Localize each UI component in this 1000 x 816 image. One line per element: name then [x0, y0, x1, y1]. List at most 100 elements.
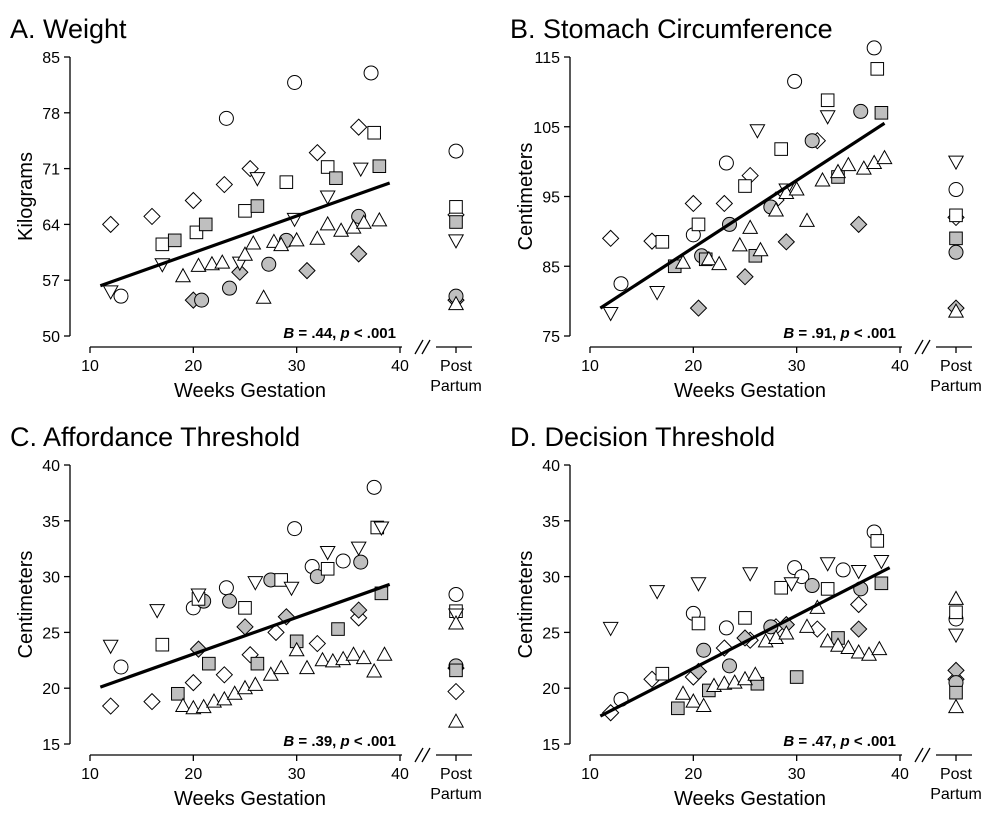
data-point-triangle-down: [649, 286, 666, 301]
data-point-triangle-up: [333, 222, 350, 237]
data-point-diamond: [601, 229, 620, 248]
data-point-diamond: [715, 194, 734, 213]
axis-break-mark: [421, 339, 431, 355]
x-tick-label: 20: [684, 358, 702, 375]
data-point-triangle-up: [798, 618, 816, 633]
x-tick-label: 20: [184, 766, 202, 783]
data-point-square: [820, 93, 835, 108]
x-tick-label: 10: [81, 766, 99, 783]
x-tick-label: 40: [391, 358, 409, 375]
data-point-circle: [866, 40, 882, 56]
data-point-square: [372, 159, 387, 174]
data-point-triangle-down: [350, 541, 367, 557]
y-tick-label: 35: [542, 514, 560, 531]
y-tick-label: 20: [42, 681, 60, 698]
data-point-square: [870, 62, 885, 76]
data-point-square: [789, 670, 804, 684]
stat-b-value: = .39,: [294, 733, 340, 750]
y-tick-label: 15: [542, 737, 560, 754]
data-point-triangle-up: [674, 685, 692, 700]
postpartum-label-line2: Partum: [430, 786, 482, 803]
data-point-circle: [309, 569, 325, 585]
stat-b-value: = .47,: [794, 733, 840, 750]
data-point-triangle-up: [190, 257, 207, 272]
data-point-circle: [722, 658, 737, 674]
regression-statistic: B = .91, p < .001: [783, 325, 896, 342]
data-point-triangle-up: [345, 646, 362, 661]
chart-affordance-threshold: C. Affordance Threshold 15 20 25 30 35 40 10 20 3…: [10, 422, 482, 810]
data-point-diamond: [689, 299, 708, 317]
data-point-square: [155, 637, 170, 652]
data-point-circle: [218, 580, 234, 596]
data-point-triangle-up: [829, 637, 847, 652]
data-point-diamond: [808, 620, 827, 638]
stat-b-label: B: [283, 733, 294, 750]
y-tick-label: 115: [534, 50, 560, 67]
data-point-triangle-up: [840, 156, 857, 172]
x-tick-label: 30: [288, 358, 306, 375]
x-axis-label: Weeks Gestation: [174, 380, 326, 402]
x-tick-label: 30: [288, 766, 306, 783]
y-tick-label: 25: [42, 625, 60, 642]
data-point-square: [238, 601, 252, 615]
data-point-triangle-up: [840, 639, 857, 655]
chart-weight: A. Weight 50 57 64 71 78 85 10 20 30 40 Weeks Gesta…: [10, 14, 482, 402]
postpartum-point-square: [949, 208, 963, 223]
postpartum-point-circle: [948, 182, 964, 198]
data-point-circle: [261, 256, 277, 272]
data-point-triangle-up: [185, 699, 202, 715]
data-point-diamond: [101, 215, 120, 234]
data-point-triangle-up: [214, 254, 231, 269]
postpartum-point-circle: [948, 244, 964, 260]
postpartum-point-triangle-down: [947, 155, 965, 171]
data-point-triangle-up: [371, 211, 388, 227]
x-tick-label: 30: [788, 766, 806, 783]
data-point-diamond: [684, 194, 703, 213]
data-point-triangle-up: [819, 632, 836, 648]
y-tick-label: 15: [42, 737, 60, 754]
data-point-circle: [804, 578, 820, 594]
data-point-square: [655, 666, 670, 681]
x-axis-label: Weeks Gestation: [674, 788, 826, 810]
data-point-square: [738, 611, 752, 625]
stat-b-value: = .44,: [294, 325, 340, 342]
postpartum-point-square: [949, 605, 963, 620]
x-tick-label: 40: [891, 766, 909, 783]
data-point-diamond: [349, 118, 368, 136]
postpartum-point-square: [949, 231, 963, 246]
data-point-diamond: [143, 207, 161, 226]
data-point-triangle-down: [873, 554, 890, 570]
postpartum-point-square: [449, 663, 463, 678]
x-tick-label: 30: [788, 358, 806, 375]
data-point-circle: [218, 110, 234, 126]
data-point-diamond: [215, 666, 234, 684]
y-tick-label: 57: [42, 273, 60, 290]
data-point-circle: [853, 103, 869, 119]
postpartum-point-square: [949, 685, 963, 700]
data-point-triangle-up: [700, 250, 717, 266]
x-tick-label: 20: [684, 766, 702, 783]
data-point-triangle-up: [273, 236, 290, 252]
data-points: [101, 65, 465, 311]
data-point-triangle-down: [102, 285, 119, 300]
axis-break-mark: [921, 747, 931, 763]
y-tick-label: 20: [542, 681, 560, 698]
data-point-circle: [353, 554, 369, 570]
y-tick-label: 35: [42, 514, 60, 531]
data-point-diamond: [298, 261, 316, 280]
data-point-square: [331, 622, 345, 636]
data-point-square: [167, 233, 182, 248]
data-point-triangle-up: [716, 675, 733, 690]
data-point-diamond: [736, 268, 754, 286]
stat-p-value: < .001: [850, 733, 896, 750]
stat-p-value: < .001: [850, 325, 896, 342]
data-point-diamond: [184, 191, 203, 210]
y-tick-label: 75: [542, 329, 560, 346]
data-point-triangle-up: [314, 651, 331, 667]
data-point-triangle-up: [174, 697, 192, 713]
stat-p-label: p: [340, 325, 350, 342]
data-point-square: [774, 142, 788, 156]
data-point-square: [198, 217, 213, 232]
y-tick-label: 85: [42, 50, 60, 67]
data-point-triangle-up: [736, 670, 754, 686]
